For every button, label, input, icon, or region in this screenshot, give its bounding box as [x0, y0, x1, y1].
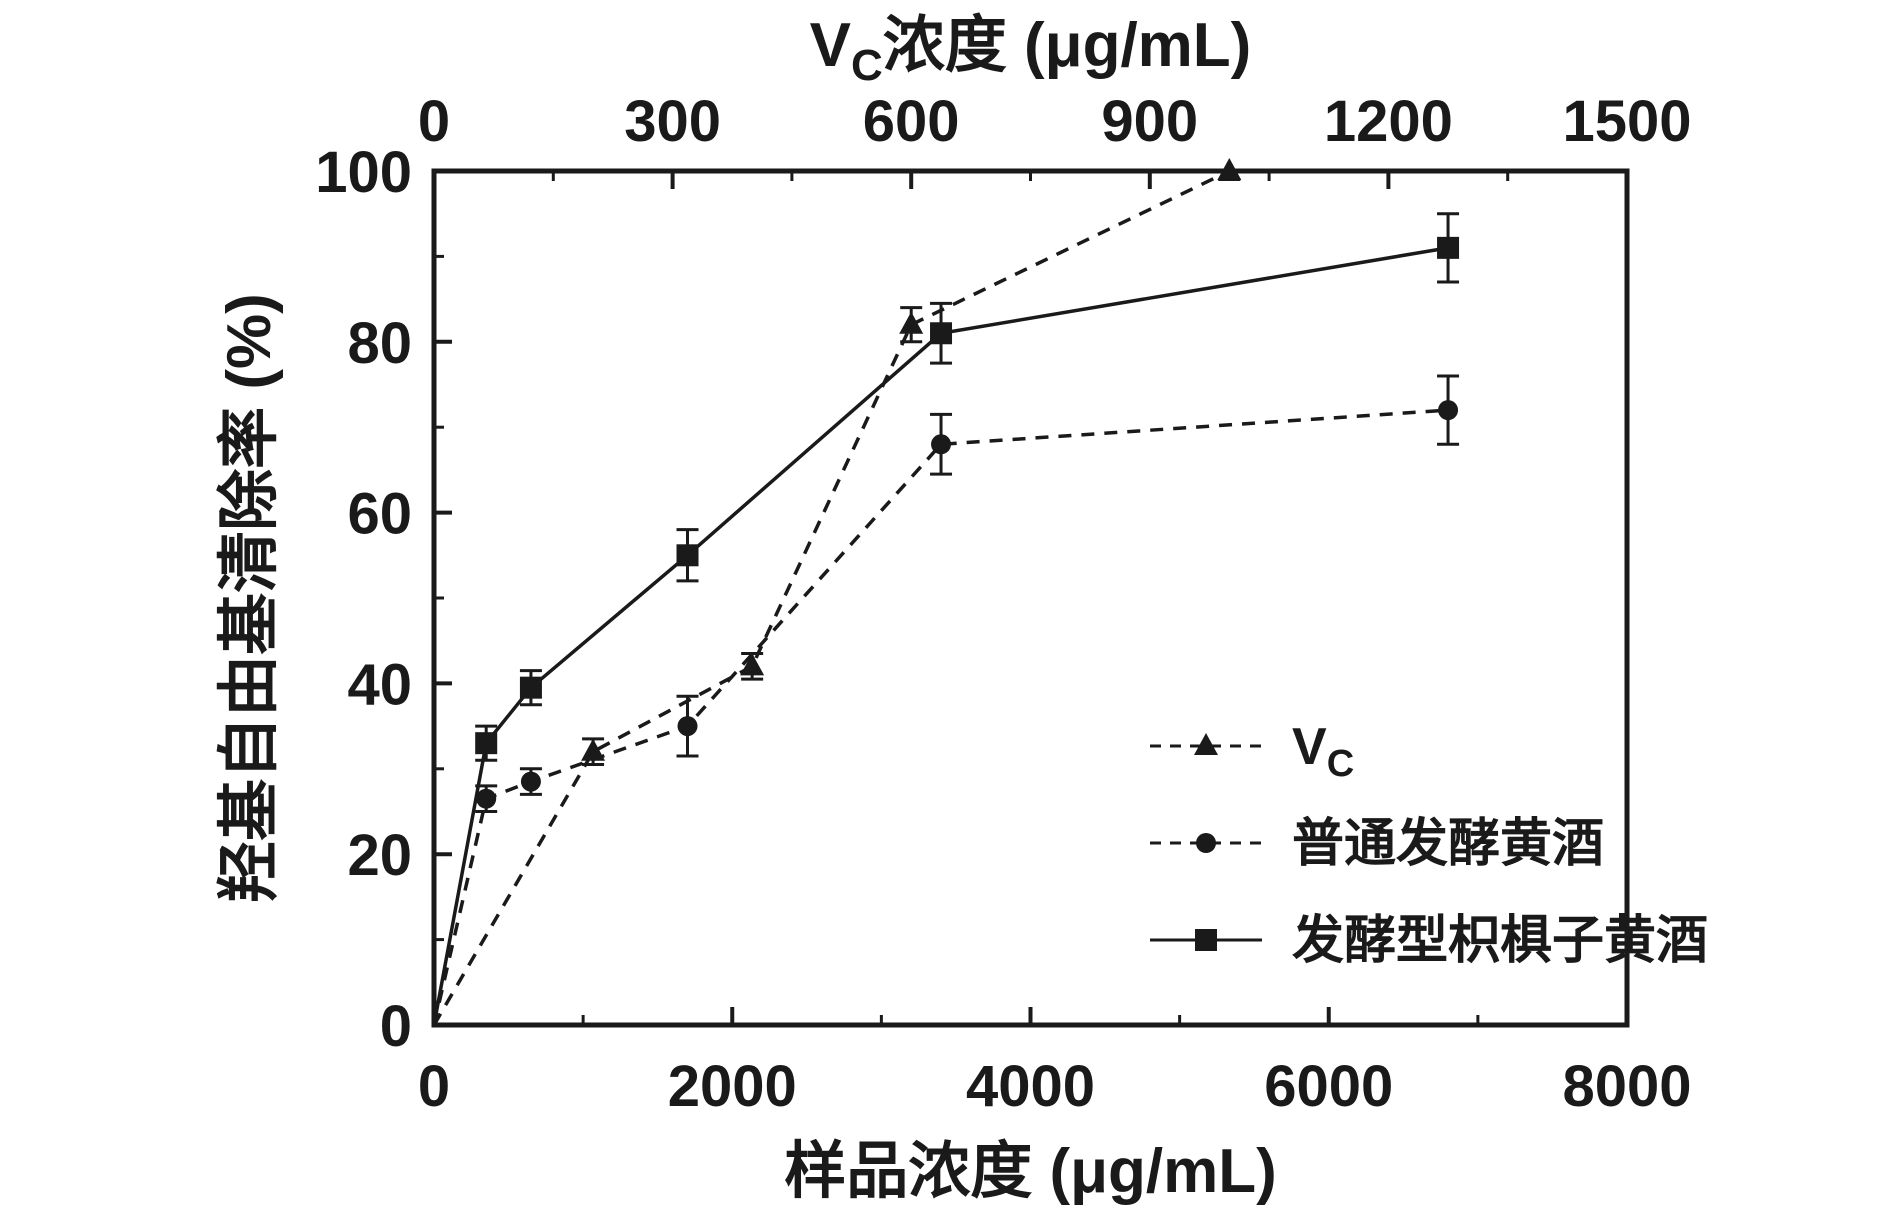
- left-axis-tick-label: 100: [315, 140, 412, 205]
- top-axis-tick-label: 1200: [1324, 89, 1453, 154]
- data-point-square: [519, 676, 542, 699]
- legend-marker-1: [1196, 833, 1216, 853]
- data-point-square: [930, 322, 953, 345]
- legend-label-1: 普通发酵黄酒: [1292, 815, 1604, 873]
- legend-marker-0: [1194, 733, 1218, 755]
- bottom-axis-tick-label: 8000: [1562, 1054, 1691, 1119]
- data-point-triangle: [581, 738, 606, 761]
- legend-label-0: VC: [1292, 718, 1354, 785]
- data-point-triangle: [1217, 158, 1242, 180]
- bottom-axis-tick-label: 0: [418, 1054, 450, 1119]
- left-axis-tick-label: 40: [347, 652, 412, 717]
- legend-marker-2: [1195, 929, 1217, 951]
- top-axis-tick-label: 600: [863, 89, 960, 154]
- data-point-triangle: [740, 653, 765, 676]
- data-point-circle: [677, 716, 698, 737]
- series-line-2: [432, 246, 1449, 1026]
- data-point-triangle: [899, 311, 924, 334]
- data-point-square: [1437, 236, 1460, 259]
- series-line-1: [432, 408, 1449, 1026]
- left-axis-tick-label: 0: [380, 994, 412, 1059]
- left-axis-tick-label: 80: [347, 311, 412, 376]
- left-axis-title: 羟基自由基清除率 (%): [215, 293, 284, 903]
- legend-label-2: 发酵型枳椇子黄酒: [1292, 912, 1708, 970]
- left-axis-tick-label: 20: [347, 823, 412, 888]
- top-axis-title: VC浓度 (μg/mL): [810, 11, 1252, 90]
- data-point-circle: [520, 771, 541, 792]
- data-point-square: [475, 732, 498, 755]
- bottom-axis-tick-label: 2000: [668, 1054, 797, 1119]
- data-point-circle: [476, 788, 497, 809]
- left-axis-tick-label: 60: [347, 482, 412, 547]
- bottom-axis-tick-label: 4000: [966, 1054, 1095, 1119]
- data-point-circle: [931, 434, 952, 455]
- top-axis-tick-label: 900: [1101, 89, 1198, 154]
- plot-frame: [431, 168, 1630, 1028]
- data-point-circle: [1438, 400, 1459, 421]
- bottom-axis-title: 样品浓度 (μg/mL): [784, 1137, 1277, 1206]
- data-point-square: [676, 544, 699, 567]
- top-axis-tick-label: 0: [418, 89, 450, 154]
- series-line-0: [432, 169, 1231, 1026]
- top-axis-tick-label: 1500: [1562, 89, 1691, 154]
- top-axis-tick-label: 300: [624, 89, 721, 154]
- bottom-axis-tick-label: 6000: [1264, 1054, 1393, 1119]
